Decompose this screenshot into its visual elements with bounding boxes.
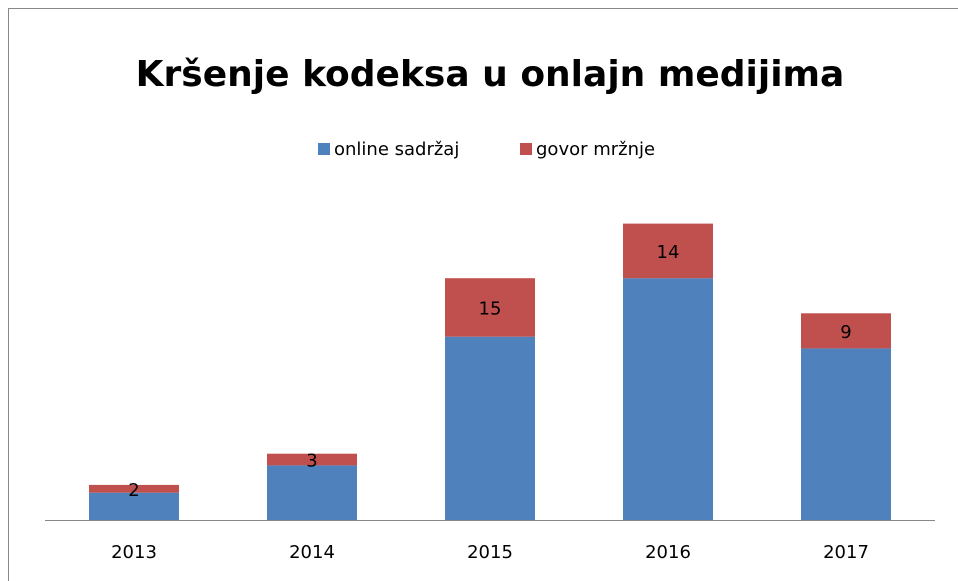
bar-segment xyxy=(267,465,357,520)
x-tick-label: 2013 xyxy=(111,542,157,563)
legend-label: online sadržaj xyxy=(334,139,459,160)
x-tick-label: 2014 xyxy=(289,542,335,563)
legend-label: govor mržnje xyxy=(536,139,655,160)
data-label: 15 xyxy=(479,298,502,319)
data-label: 3 xyxy=(306,451,317,472)
data-label: 9 xyxy=(840,322,851,343)
x-tick-label: 2015 xyxy=(467,542,513,563)
bar-segment xyxy=(445,336,535,520)
legend-swatch xyxy=(318,143,330,155)
bar-segment xyxy=(445,278,535,337)
x-tick-label: 2016 xyxy=(645,542,691,563)
data-label: 14 xyxy=(657,242,680,263)
data-label: 2 xyxy=(128,480,139,501)
x-tick-label: 2017 xyxy=(823,542,869,563)
bar-segment xyxy=(623,278,713,520)
legend-swatch xyxy=(520,143,532,155)
bar-segment xyxy=(801,348,891,520)
bar-segment xyxy=(89,484,179,493)
bar-segment xyxy=(89,492,179,520)
bar-segment xyxy=(801,313,891,349)
chart-title: Kršenje kodeksa u onlajn medijima xyxy=(136,54,845,95)
bar-segment xyxy=(623,223,713,279)
bar-segment xyxy=(267,453,357,466)
